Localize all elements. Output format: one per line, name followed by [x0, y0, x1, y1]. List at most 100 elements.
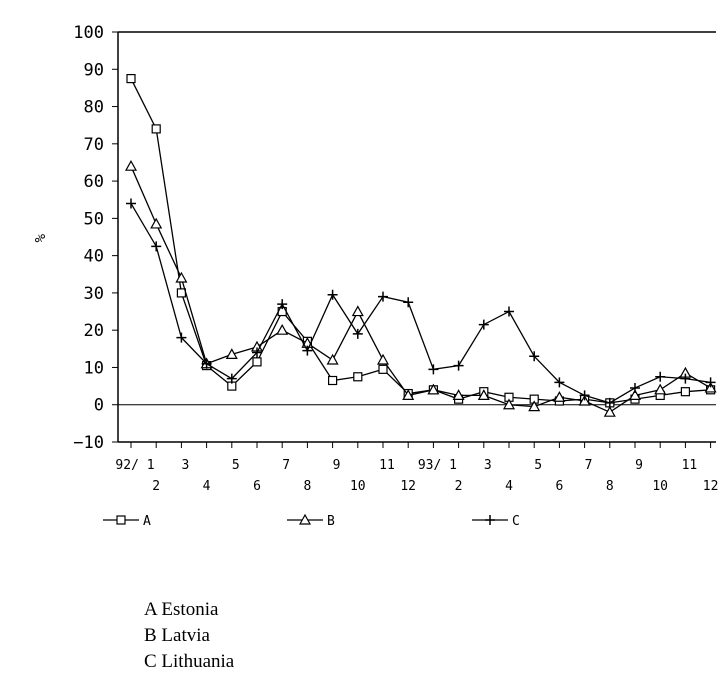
legend: A B C: [103, 513, 520, 529]
data-point: [176, 332, 187, 343]
data-point: [352, 328, 363, 339]
series-c: [126, 198, 716, 408]
x-tick-label: 92/ 1: [115, 458, 154, 473]
y-tick-label: 100: [73, 23, 104, 43]
data-point: [529, 351, 540, 362]
data-point: [302, 345, 313, 356]
x-tick-label: 7: [585, 458, 593, 473]
x-tick-label: 2: [455, 479, 463, 494]
x-tick-label: 10: [350, 479, 366, 494]
data-point: [201, 358, 212, 369]
data-point: [176, 288, 186, 298]
y-tick-label: 50: [84, 209, 104, 229]
y-tick-label: −10: [73, 433, 104, 453]
data-point: [427, 383, 440, 395]
data-point: [252, 357, 262, 367]
x-tick-label: 5: [534, 458, 542, 473]
y-tick-label: 0: [94, 396, 104, 416]
data-point: [628, 389, 642, 401]
series-notes: A Estonia B Latvia C Lithuania: [144, 597, 234, 675]
data-point: [630, 382, 640, 393]
x-tick-label: 12: [703, 479, 718, 494]
series-b: [124, 159, 717, 417]
data-point: [225, 348, 238, 360]
legend-item-b: B: [287, 513, 335, 529]
x-tick-label: 8: [606, 479, 614, 494]
data-point: [126, 73, 136, 84]
data-point: [578, 394, 591, 406]
y-tick-label: 90: [84, 60, 104, 80]
data-point: [428, 364, 439, 375]
data-point: [276, 323, 289, 335]
data-point: [327, 289, 338, 300]
x-tick-label: 4: [505, 479, 513, 494]
data-point: [478, 319, 489, 330]
data-point: [705, 377, 716, 388]
data-point: [680, 387, 691, 397]
series-a: [126, 73, 716, 408]
data-point: [554, 377, 565, 388]
data-point: [328, 375, 338, 386]
data-point: [528, 400, 541, 412]
x-tick-label: 4: [203, 479, 211, 494]
legend-label: A: [143, 514, 151, 529]
x-tick-label: 11: [379, 458, 395, 473]
x-tick-label: 10: [652, 479, 668, 494]
x-tick-label: 5: [232, 458, 240, 473]
data-point: [403, 297, 414, 308]
data-point: [226, 373, 237, 384]
data-point: [502, 398, 516, 410]
series-line: [130, 78, 711, 404]
x-tick-label: 7: [282, 458, 290, 473]
data-point: [504, 306, 514, 317]
line-chart: −10 0 10 20 30 40 50 60 70 80 90 100 92/ 1 3 5 7 9 11 93/…: [31, 23, 718, 529]
data-point: [485, 515, 495, 525]
data-point: [655, 371, 666, 382]
y-tick-label: 10: [84, 358, 104, 378]
x-tick-label: 9: [333, 458, 341, 473]
data-point: [151, 124, 161, 134]
data-point: [298, 513, 312, 525]
y-axis-ticks: −10 0 10 20 30 40 50 60 70 80 90 100: [73, 23, 118, 453]
x-axis-ticks: 92/ 1 3 5 7 9 11 93/ 1 3 5 7 9 11 2 4 6 8 10 12 2 4 6 8 10 12: [115, 442, 718, 494]
legend-label: C: [512, 514, 520, 529]
data-point: [126, 198, 136, 209]
legend-item-a: A: [103, 514, 151, 529]
series-layer: [124, 73, 717, 417]
data-point: [351, 305, 364, 317]
data-point: [477, 389, 490, 401]
y-tick-label: 70: [84, 135, 104, 155]
data-point: [603, 405, 616, 417]
legend-item-c: C: [472, 514, 520, 529]
note-c: C Lithuania: [144, 651, 235, 672]
x-tick-label: 6: [555, 479, 563, 494]
data-point: [654, 383, 667, 395]
y-tick-label: 60: [84, 172, 104, 192]
data-point: [124, 159, 138, 171]
x-tick-label: 6: [253, 479, 261, 494]
note-a: A Estonia: [144, 599, 219, 620]
x-tick-label: 12: [400, 479, 416, 494]
data-point: [376, 353, 390, 365]
data-point: [453, 360, 464, 371]
y-tick-label: 80: [84, 98, 104, 118]
y-tick-label: 20: [84, 321, 104, 341]
series-line: [130, 203, 711, 404]
data-point: [116, 515, 126, 525]
data-point: [378, 291, 388, 302]
y-tick-label: 30: [84, 284, 104, 304]
data-point: [151, 241, 162, 252]
data-point: [150, 217, 163, 229]
y-axis-label: %: [31, 234, 47, 243]
x-tick-label: 3: [484, 458, 492, 473]
data-point: [604, 397, 615, 408]
data-point: [277, 299, 288, 310]
data-point: [353, 372, 363, 382]
data-point: [252, 347, 262, 358]
x-tick-label: 11: [682, 458, 698, 473]
y-tick-label: 40: [84, 247, 104, 267]
x-tick-label: 2: [152, 479, 160, 494]
x-tick-label: 9: [635, 458, 643, 473]
data-point: [326, 353, 339, 365]
data-point: [579, 390, 590, 401]
